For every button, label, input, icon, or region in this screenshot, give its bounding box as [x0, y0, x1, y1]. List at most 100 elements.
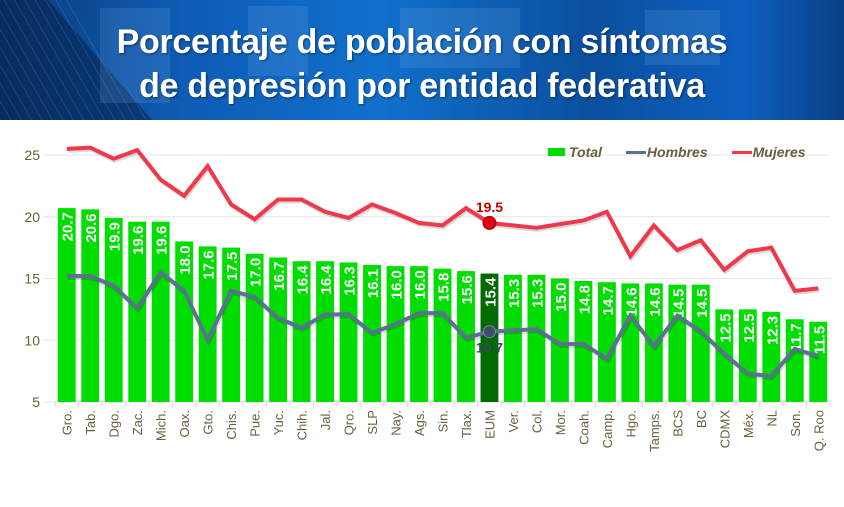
bar-sin: [433, 268, 452, 402]
bar-value-label: 17.5: [224, 252, 241, 281]
bar-chih: [292, 261, 311, 402]
bar-value-label: 14.6: [647, 287, 664, 316]
x-tick-label: Dgo.: [107, 410, 122, 437]
bar-tamps: [644, 283, 663, 402]
x-tick-label: Méx.: [741, 410, 756, 438]
legend-swatch-mujeres: [731, 150, 752, 154]
bar-pue: [245, 253, 264, 402]
x-tick-label: Mor.: [553, 410, 568, 435]
bar-value-label: 12.5: [741, 313, 758, 342]
legend-label-mujeres: Mujeres: [752, 144, 806, 160]
legend-label-hombres: Hombres: [646, 144, 708, 160]
x-tick-label: CDMX: [717, 410, 732, 449]
x-tick-label: Gto.: [201, 410, 216, 435]
bar-dgo: [104, 217, 123, 402]
y-tick-label: 10: [24, 332, 40, 348]
x-tick-label: Nay.: [389, 410, 404, 436]
bar-value-label: 16.1: [365, 269, 382, 298]
bar-value-label: 14.7: [600, 286, 617, 315]
bar-coah: [574, 280, 593, 402]
hombres-annotation: 10.7: [476, 340, 503, 356]
bar-gto: [198, 246, 217, 402]
bar-value-label: 15.0: [553, 283, 570, 312]
bar-value-label: 20.6: [83, 213, 100, 242]
x-tick-label: Qro.: [342, 410, 357, 435]
bar-value-label: 16.4: [318, 265, 335, 295]
x-tick-label: BC: [694, 410, 709, 428]
bar-value-label: 15.3: [506, 279, 523, 308]
bar-value-label: 15.3: [529, 279, 546, 308]
bar-qroo: [809, 321, 828, 402]
bar-bcs: [668, 284, 687, 402]
legend-label-total: Total: [569, 144, 602, 160]
bar-value-label: 15.6: [459, 275, 476, 304]
x-tick-label: Col.: [529, 410, 544, 433]
bar-value-label: 11.7: [788, 323, 805, 351]
mujeres-line-shadow: [67, 147, 820, 295]
x-tick-label: Sin.: [436, 410, 451, 432]
bar-chis: [222, 247, 241, 402]
x-tick-label: Tamps.: [647, 410, 662, 452]
bar-camp: [597, 282, 616, 402]
bar-value-label: 14.8: [576, 285, 593, 314]
x-tick-label: SLP: [365, 410, 380, 435]
bar-nay: [386, 266, 405, 402]
x-tick-label: Son.: [788, 410, 803, 437]
bar-value-label: 17.0: [248, 258, 265, 287]
x-tick-label: Hgo.: [623, 410, 638, 437]
bar-value-label: 16.0: [389, 270, 406, 299]
legend-item-mujeres: Mujeres: [731, 144, 806, 160]
legend-swatch-total: [548, 148, 565, 156]
mujeres-annotation: 19.5: [476, 199, 503, 215]
bar-son: [785, 319, 804, 402]
legend-swatch-hombres: [625, 150, 646, 154]
y-tick-label: 20: [24, 209, 40, 225]
x-tick-label: Chih.: [295, 410, 310, 440]
bar-mx: [738, 309, 757, 402]
bar-bc: [691, 284, 710, 402]
bar-value-label: 14.6: [623, 287, 640, 316]
y-tick-label: 25: [24, 147, 40, 163]
x-tick-label: NL: [764, 410, 779, 427]
legend: Total Hombres Mujeres: [548, 143, 830, 161]
x-tick-label: Oax.: [177, 410, 192, 437]
x-tick-label: Tab.: [83, 410, 98, 435]
y-tick-label: 5: [32, 394, 40, 410]
bar-tab: [81, 209, 100, 402]
bar-value-label: 16.0: [412, 270, 429, 299]
x-tick-label: EUM: [482, 410, 497, 439]
x-tick-label: Camp.: [600, 410, 615, 448]
x-tick-label: Q. Roo: [811, 410, 826, 451]
bar-nl: [762, 311, 781, 402]
bar-value-label: 14.5: [694, 289, 711, 318]
banner-panel: [400, 8, 520, 68]
chart-title-line1: Porcentaje de población con síntomas: [116, 23, 728, 61]
bar-jal: [316, 261, 334, 402]
bar-zac: [128, 221, 147, 402]
x-tick-label: Pue.: [248, 410, 263, 437]
bar-value-label: 19.9: [107, 222, 124, 251]
y-tick-label: 15: [24, 271, 40, 287]
hombres-marker-eum: [482, 325, 496, 339]
banner-panel: [645, 10, 720, 65]
legend-item-total: Total: [548, 144, 602, 160]
bar-oax: [175, 241, 194, 402]
bar-yuc: [269, 257, 288, 402]
bar-hgo: [621, 283, 640, 402]
bar-value-label: 18.0: [177, 245, 194, 274]
bar-mor: [551, 278, 569, 402]
chart-area: 5 10 15 20 25 Gro. 20.7 Tab. 20.6 Dgo. 19.9 Zac. 19.…: [24, 145, 830, 452]
bar-value-label: 12.5: [717, 313, 734, 342]
banner-panel: [100, 8, 170, 103]
x-tick-label: Ags.: [412, 410, 427, 436]
hombres-line: [66, 269, 819, 379]
x-tick-label: Mich.: [154, 410, 169, 441]
bar-qro: [339, 262, 358, 402]
x-tick-label: Tlax.: [459, 410, 474, 438]
x-tick-label: Ver.: [506, 410, 521, 432]
bar-value-label: 16.7: [271, 262, 288, 291]
bar-value-label: 17.6: [201, 250, 218, 279]
bar-value-label: 12.3: [764, 316, 781, 345]
chart-title-line2: de depresión por entidad federativa: [139, 67, 705, 105]
bar-value-label: 19.6: [130, 226, 147, 255]
